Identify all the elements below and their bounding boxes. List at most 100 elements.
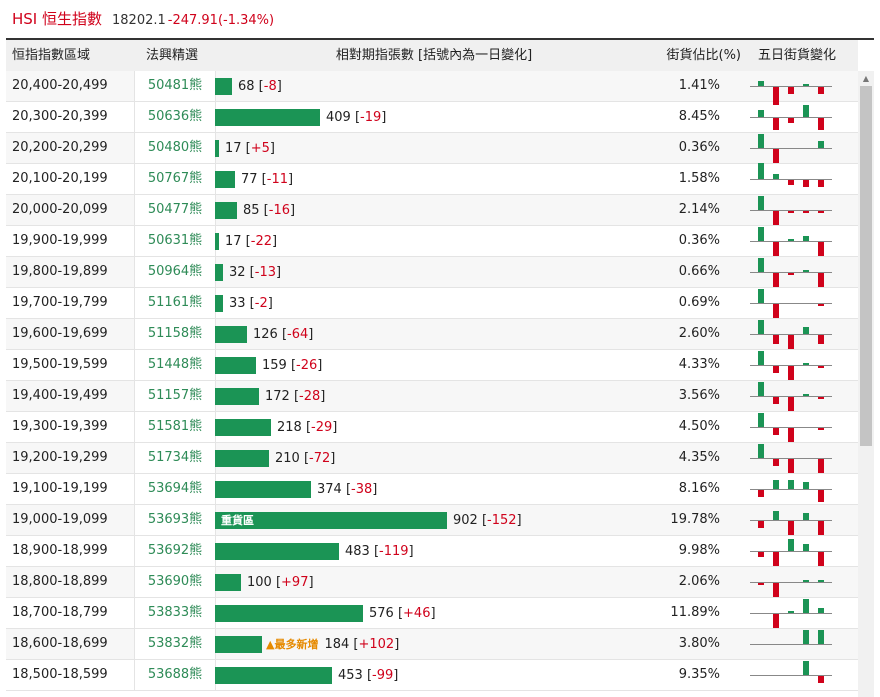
volume-cell: 77 [-11] (215, 164, 293, 194)
table-row: 19,700-19,799 51161熊 33 [-2] 0.69% (6, 288, 858, 319)
warrant-code-link[interactable]: 51161熊 (134, 288, 216, 318)
table-row: 19,300-19,399 51581熊 218 [-29] 4.50% (6, 412, 858, 443)
volume-cell: 453 [-99] (215, 660, 398, 690)
warrant-code-link[interactable]: 50767熊 (134, 164, 216, 194)
five-day-bar (758, 583, 764, 585)
five-day-bar (818, 366, 824, 368)
five-day-bar (758, 521, 764, 528)
volume-bar (215, 387, 259, 405)
warrant-code-link[interactable]: 51157熊 (134, 381, 216, 411)
warrant-code-link[interactable]: 50964熊 (134, 257, 216, 287)
volume-bar (215, 232, 219, 250)
volume-value: 576 [+46] (369, 605, 436, 621)
sparkbar-baseline (750, 644, 832, 645)
index-name[interactable]: HSI 恒生指數 (12, 10, 102, 28)
five-day-bar (773, 459, 779, 466)
five-day-sparkbars (750, 598, 832, 628)
header-code: 法興精選 (146, 48, 199, 63)
warrant-code-link[interactable]: 51734熊 (134, 443, 216, 473)
index-header: HSI 恒生指數 18202.1 -247.91(-1.34%) (12, 8, 274, 28)
five-day-bar (788, 180, 794, 185)
five-day-bar (758, 163, 764, 179)
warrant-code-link[interactable]: 51158熊 (134, 319, 216, 349)
five-day-bar (803, 84, 809, 86)
warrant-code-link[interactable]: 50480熊 (134, 133, 216, 163)
five-day-sparkbars (750, 257, 832, 287)
warrant-code-link[interactable]: 51581熊 (134, 412, 216, 442)
volume-change: -99 (372, 667, 394, 683)
five-day-bar (773, 174, 779, 179)
header-percent: 街貨佔比(%) (666, 48, 742, 63)
heavy-zone-label: 重貨區 (221, 513, 254, 527)
five-day-bar (818, 335, 824, 344)
volume-cell: 210 [-72] (215, 443, 335, 473)
volume-value: 100 [+97] (247, 574, 314, 590)
five-day-bar (773, 583, 779, 597)
five-day-bar (818, 490, 824, 502)
five-day-bar (803, 270, 809, 272)
five-day-bar (773, 273, 779, 287)
table-row: 19,400-19,499 51157熊 172 [-28] 3.56% (6, 381, 858, 412)
volume-bar (215, 480, 311, 498)
volume-cell: 159 [-26] (215, 350, 322, 380)
volume-bar (215, 108, 320, 126)
table-row: 20,300-20,399 50636熊 409 [-19] 8.45% (6, 102, 858, 133)
range-cell: 18,700-18,799 (12, 605, 108, 620)
five-day-bar (758, 289, 764, 303)
volume-change: -2 (254, 295, 268, 311)
warrant-code-link[interactable]: 50631熊 (134, 226, 216, 256)
scrollbar-thumb[interactable] (860, 86, 872, 446)
table-row: 19,100-19,199 53694熊 374 [-38] 8.16% (6, 474, 858, 505)
warrant-code-link[interactable]: 53832熊 (134, 629, 216, 659)
volume-bar (215, 356, 256, 374)
five-day-bar (818, 242, 824, 256)
five-day-bar (803, 599, 809, 613)
five-day-bar (803, 394, 809, 396)
street-percent: 4.35% (678, 450, 720, 465)
volume-change: +5 (250, 140, 270, 156)
street-percent: 0.69% (678, 295, 720, 310)
warrant-code-link[interactable]: 50481熊 (134, 71, 216, 101)
warrant-code-link[interactable]: 53690熊 (134, 567, 216, 597)
volume-bar (215, 449, 269, 467)
table-body: 20,400-20,499 50481熊 68 [-8] 1.41% 20,300-20… (6, 71, 858, 697)
five-day-bar (818, 273, 824, 287)
range-cell: 19,500-19,599 (12, 357, 108, 372)
most-added-badge: ▲最多新增 (266, 638, 319, 651)
five-day-bar (803, 327, 809, 334)
warrant-code-link[interactable]: 50477熊 (134, 195, 216, 225)
range-cell: 20,000-20,099 (12, 202, 108, 217)
table-row: 19,900-19,999 50631熊 17 [-22] 0.36% (6, 226, 858, 257)
volume-value: 17 [-22] (225, 233, 278, 249)
five-day-bar (818, 141, 824, 148)
five-day-sparkbars (750, 133, 832, 163)
volume-change: -19 (360, 109, 382, 125)
volume-bar (215, 325, 247, 343)
volume-change: +97 (281, 574, 309, 590)
street-percent: 3.80% (678, 636, 720, 651)
sparkbar-baseline (750, 458, 832, 459)
five-day-bar (758, 351, 764, 365)
table-header: 恒指指數區域 法興精選 相對期指張數 [括號內為一日變化] 街貨佔比(%) 五日… (6, 40, 858, 71)
warrant-code-link[interactable]: 53833熊 (134, 598, 216, 628)
volume-value: 184 [+102] (324, 636, 400, 652)
warrant-code-link[interactable]: 53688熊 (134, 660, 216, 690)
table-row: 20,000-20,099 50477熊 85 [-16] 2.14% (6, 195, 858, 226)
volume-cell: 576 [+46] (215, 598, 436, 628)
sparkbar-baseline (750, 179, 832, 180)
warrant-code-link[interactable]: 53693熊 (134, 505, 216, 535)
warrant-code-link[interactable]: 53692熊 (134, 536, 216, 566)
scroll-up-icon[interactable]: ▲ (862, 74, 870, 83)
warrant-code-link[interactable]: 51448熊 (134, 350, 216, 380)
five-day-bar (758, 196, 764, 210)
street-percent: 3.56% (678, 388, 720, 403)
warrant-code-link[interactable]: 53694熊 (134, 474, 216, 504)
five-day-bar (818, 304, 824, 306)
header-range: 恒指指數區域 (12, 48, 91, 63)
five-day-bar (788, 335, 794, 349)
volume-bar (215, 263, 223, 281)
volume-change: +102 (358, 636, 395, 652)
volume-value: 33 [-2] (229, 295, 273, 311)
warrant-code-link[interactable]: 50636熊 (134, 102, 216, 132)
range-cell: 19,300-19,399 (12, 419, 108, 434)
